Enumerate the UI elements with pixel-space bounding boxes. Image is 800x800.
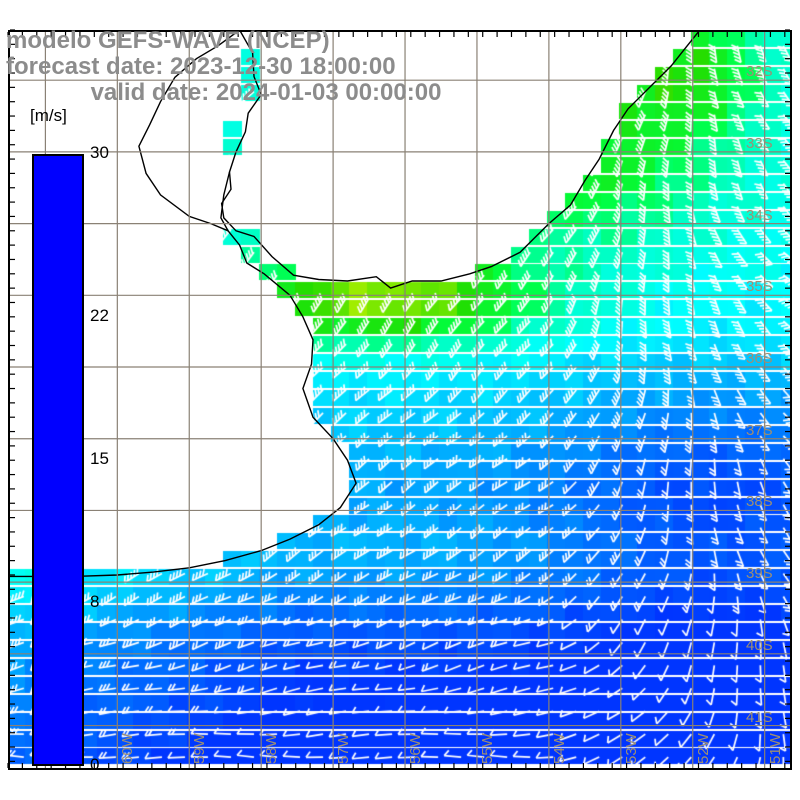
colorbar-gradient — [32, 154, 84, 766]
lon-label-54W: 54W — [550, 733, 568, 764]
frame-top — [8, 30, 792, 32]
lat-label-32S: 32S — [746, 63, 773, 81]
lon-label-51W: 51W — [766, 733, 784, 764]
lon-label-57W: 57W — [335, 733, 353, 764]
lon-label-55W: 55W — [478, 733, 496, 764]
lon-label-59W: 59W — [191, 733, 209, 764]
colorbar-tick-30: 30 — [90, 143, 109, 162]
lat-label-39S: 39S — [746, 565, 773, 583]
lat-label-36S: 36S — [746, 350, 773, 367]
frame-left — [8, 30, 10, 770]
colorbar-unit-label: [m/s] — [30, 106, 67, 125]
lat-label-40S: 40S — [746, 636, 773, 654]
colorbar-tick-15: 15 — [90, 449, 109, 468]
lat-label-41S: 41S — [746, 708, 773, 726]
lon-label-60W: 60W — [119, 733, 137, 764]
lat-label-34S: 34S — [746, 206, 773, 224]
lat-label-37S: 37S — [746, 421, 773, 439]
lat-label-35S: 35S — [746, 278, 773, 296]
colorbar-tick-22: 22 — [90, 306, 109, 326]
frame-bottom — [8, 768, 792, 770]
lon-label-52W: 52W — [694, 733, 712, 764]
lon-label-56W: 56W — [407, 733, 425, 764]
lon-label-53W: 53W — [622, 733, 640, 764]
lat-label-33S: 33S — [746, 134, 773, 152]
frame-right — [790, 30, 792, 770]
colorbar-tick-0: 0 — [90, 755, 100, 774]
lon-label-58W: 58W — [263, 733, 281, 764]
colorbar-tick-8: 8 — [90, 591, 100, 611]
lat-label-38S: 38S — [746, 493, 773, 511]
